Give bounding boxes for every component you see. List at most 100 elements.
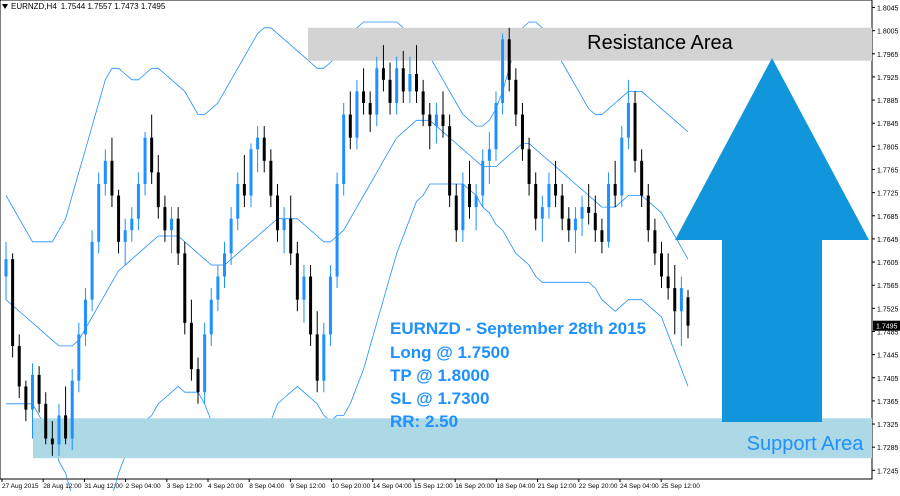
candle-body — [130, 218, 134, 231]
candle-body — [428, 114, 432, 127]
candle — [587, 183, 591, 225]
candle-body — [143, 137, 147, 184]
price-tick-label: 1.7285 — [877, 445, 899, 452]
candles — [4, 27, 690, 456]
candle-body — [547, 183, 551, 208]
candle — [170, 207, 174, 254]
resistance-zone — [308, 27, 872, 61]
time-tick-label: 15 Sep 12:00 — [414, 483, 453, 490]
candle-body — [176, 218, 180, 254]
candle-body — [262, 137, 266, 161]
candle-body — [474, 195, 478, 208]
dropdown-triangle-icon[interactable] — [2, 4, 8, 10]
price-tick-label: 1.7765 — [877, 168, 899, 175]
price-tick-label: 1.7405 — [877, 376, 899, 383]
time-tick-label: 3 Sep 12:00 — [167, 483, 202, 490]
candle — [183, 241, 187, 335]
time-tick-label: 27 Aug 2015 — [2, 483, 39, 490]
candle — [77, 322, 81, 393]
candle — [269, 149, 273, 208]
candle — [679, 276, 683, 346]
candle-body — [646, 195, 650, 231]
candle-body — [50, 438, 54, 445]
candle — [567, 207, 571, 242]
candle — [328, 264, 332, 346]
candle-body — [501, 39, 505, 103]
price-tick-label: 1.7685 — [877, 214, 899, 221]
candle-body — [448, 126, 452, 196]
candle-body — [242, 183, 246, 196]
candle — [110, 137, 114, 208]
candle-body — [467, 183, 471, 208]
candle — [600, 218, 604, 254]
candle-body — [189, 322, 193, 370]
candle — [322, 322, 326, 393]
candle — [83, 288, 87, 346]
candle-body — [97, 183, 101, 242]
candle — [362, 68, 366, 115]
candle — [249, 143, 253, 208]
price-tick-label: 1.7245 — [877, 468, 899, 475]
candle-body — [679, 288, 683, 312]
candle-body — [573, 218, 577, 231]
candle-body — [136, 183, 140, 219]
candle-body — [209, 299, 213, 335]
candle — [57, 403, 61, 456]
chart-header: EURNZD,H4 1.7544 1.7557 1.7473 1.7495 — [2, 2, 169, 11]
candle-body — [514, 79, 518, 115]
time-tick-label: 18 Sep 04:00 — [496, 483, 535, 490]
candle — [401, 50, 405, 103]
candle — [37, 366, 41, 413]
trade-long: Long @ 1.7500 — [390, 343, 510, 362]
price-tick-label: 1.7525 — [877, 306, 899, 313]
candle-body — [520, 114, 524, 150]
candle — [103, 149, 107, 196]
candle — [176, 207, 180, 265]
candle-body — [223, 253, 227, 277]
candle — [117, 189, 121, 254]
candle-body — [653, 230, 657, 254]
candle — [11, 253, 15, 358]
candle — [229, 207, 233, 265]
candle — [309, 264, 313, 346]
candle-body — [368, 102, 372, 115]
candle — [136, 172, 140, 231]
candle-body — [362, 91, 366, 103]
candle — [275, 183, 279, 242]
candle-body — [57, 415, 61, 445]
candle-body — [256, 137, 260, 150]
candle — [580, 195, 584, 237]
candle-body — [487, 149, 491, 161]
time-tick-label: 16 Sep 20:00 — [455, 483, 494, 490]
candle-body — [328, 276, 332, 335]
candle-body — [203, 334, 207, 393]
candle-body — [600, 230, 604, 242]
candle-body — [315, 334, 319, 381]
candle — [335, 172, 339, 289]
candle-body — [236, 183, 240, 219]
candle — [262, 126, 266, 173]
candle-body — [269, 160, 273, 196]
candle-body — [540, 207, 544, 219]
time-tick-label: 21 Sep 12:00 — [538, 483, 577, 490]
candle-body — [216, 276, 220, 300]
candle — [342, 102, 346, 196]
candle — [434, 102, 438, 144]
current-price-marker — [873, 320, 900, 331]
candle — [289, 195, 293, 265]
candle — [348, 91, 352, 150]
candle — [203, 322, 207, 404]
trade-title: EURNZD - September 28th 2015 — [390, 319, 646, 338]
candle-body — [673, 288, 677, 312]
up-arrow-icon — [675, 58, 869, 422]
candle-body — [527, 149, 531, 184]
candle-body — [613, 183, 617, 196]
candle-body — [441, 114, 445, 127]
candle — [501, 33, 505, 115]
candle-body — [322, 334, 326, 381]
candle — [242, 155, 246, 208]
candle — [534, 172, 538, 231]
candle — [613, 160, 617, 208]
